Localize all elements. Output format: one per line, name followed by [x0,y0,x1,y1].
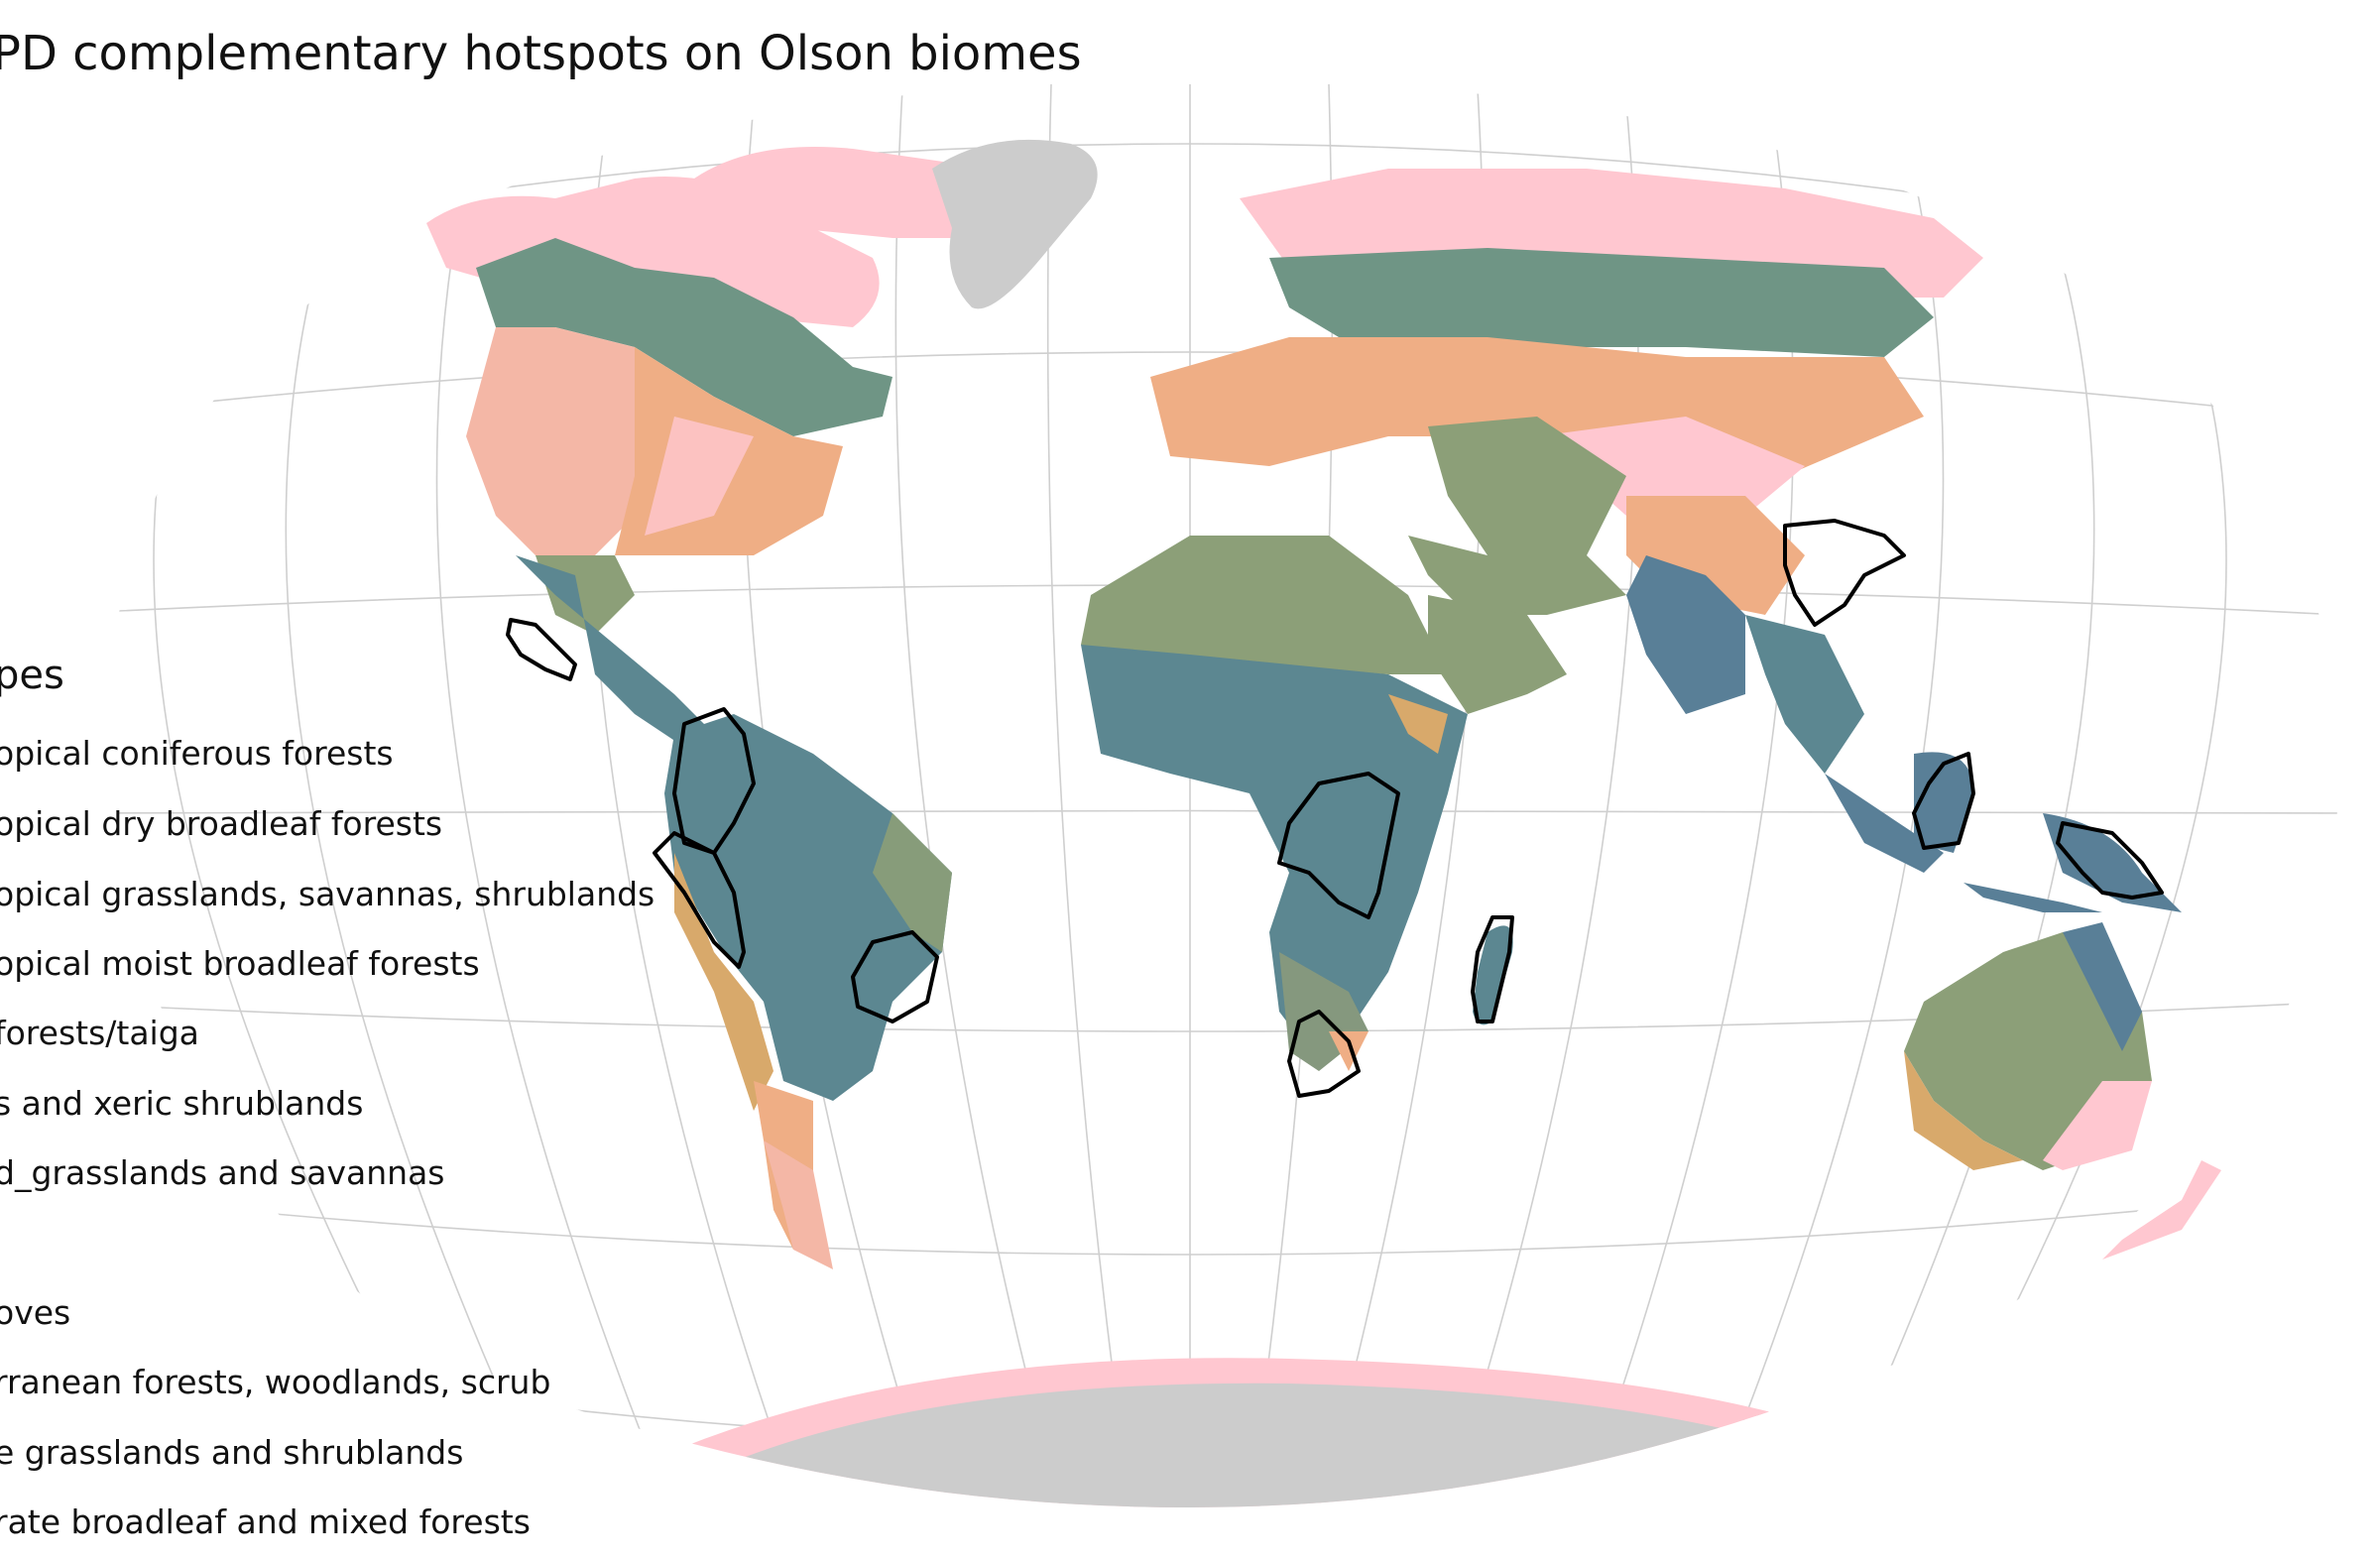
legend-item-mangroves: oves [0,1293,71,1332]
madagascar [1473,925,1513,1025]
legend-item-tropical-grasslands: opical grasslands, savannas, shrublands [0,875,655,913]
hotspot-south-africa [1287,1010,1361,1098]
legend-item-temperate-broadleaf: rate broadleaf and mixed forests [0,1502,531,1541]
map-title: PD complementary hotspots on Olson biome… [0,26,1082,81]
hotspot-eastern-brazil [851,930,939,1023]
greenland [932,139,1098,309]
legend-item-tropical-coniferous: opical coniferous forests [0,734,394,773]
legend-item-flooded-grasslands: d_grasslands and savannas [0,1153,445,1192]
eurasia [1150,169,1983,774]
australia [1904,922,2152,1170]
legend-title: pes [0,653,64,698]
hotspot-southern-mexico [506,618,577,681]
arabia [1428,595,1567,714]
hotspot-borneo [1912,752,1975,850]
antarctica [635,1358,1884,1508]
legend-item-deserts: s and xeric shrublands [0,1084,364,1123]
hotspot-new-guinea [2056,821,2164,900]
legend-item-tropical-moist-broadleaf: opical moist broadleaf forests [0,944,480,983]
graticule [109,83,2340,1508]
legend-item-tropical-dry-broadleaf: opical dry broadleaf forests [0,804,443,843]
hotspot-southwest-china [1783,519,1906,627]
north-america [426,147,1024,754]
legend-item-montane-grasslands: e grasslands and shrublands [0,1433,464,1472]
hotspot-outlines [506,519,2164,1098]
southeast-asia-islands [1825,752,2182,912]
legend-item-mediterranean: rranean forests, woodlands, scrub [0,1363,551,1401]
hotspot-madagascar [1471,915,1514,1023]
hotspot-congo-basin [1277,772,1400,919]
south-america [664,714,952,1269]
africa [1081,536,1468,1071]
hotspot-colombia [672,707,756,855]
new-zealand [2102,1160,2221,1260]
legend-item-boreal-forests: forests/taiga [0,1014,199,1052]
hotspot-ecuador-peru [653,831,746,969]
